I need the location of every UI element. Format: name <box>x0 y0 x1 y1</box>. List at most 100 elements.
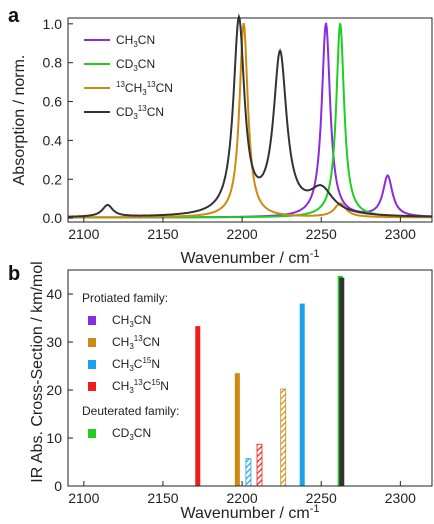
x-tick-label: 2150 <box>147 490 178 506</box>
legend-label: CH3CN <box>112 313 151 329</box>
legend-swatch <box>88 338 96 347</box>
x-tick-label: 2300 <box>385 226 416 242</box>
legend-label-part: C <box>134 357 143 371</box>
legend-label-part: 13 <box>134 378 143 387</box>
legend-label-part: 15 <box>142 356 151 365</box>
legend-swatch <box>88 382 96 391</box>
legend-swatch <box>88 360 96 369</box>
y-tick-label: 0 <box>54 478 62 494</box>
panel-b-legend: Protiated family:CH3CNCH313CNCH3C15NCH31… <box>82 291 179 442</box>
series-line-1 <box>68 23 433 219</box>
legend-label-part: 13 <box>147 80 156 89</box>
legend-label-part: CD <box>116 105 134 119</box>
x-tick-label: 2100 <box>68 490 99 506</box>
panel-a-xlabel: Wavenumber / cm-1 <box>181 248 320 267</box>
panel-a-letter: a <box>8 5 20 27</box>
legend-label-part: CN <box>138 57 155 71</box>
panel-a-xlabel-sup: -1 <box>310 248 320 260</box>
y-tick-label: 30 <box>46 334 62 350</box>
panel-b-xlabel: Wavenumber / cm-1 <box>181 503 320 522</box>
series-line-0 <box>68 22 433 219</box>
panel-b-bars <box>195 275 345 487</box>
panel-a-lines <box>67 13 433 219</box>
panel-b-ticks: 2100 2150 2200 2250 2300 0 10 20 30 40 <box>46 286 416 506</box>
bar <box>256 443 263 487</box>
legend-label-part: 13 <box>116 80 125 89</box>
legend-label-part: N <box>160 379 169 393</box>
x-tick-label: 2100 <box>68 226 99 242</box>
legend-label: CD3CN <box>112 426 151 442</box>
panel-b-ylabel: IR Abs. Cross-Section / km/mol <box>29 261 46 482</box>
legend-label-part: 3 <box>129 320 134 329</box>
panel-a-ylabel: Absorption / norm. <box>11 55 28 186</box>
legend-label-part: CD <box>116 57 134 71</box>
legend-label-part: CH <box>112 379 129 393</box>
legend-label: 13CH313CN <box>116 80 173 97</box>
legend-swatch <box>88 316 96 325</box>
y-tick-label: 0.0 <box>43 210 63 226</box>
x-tick-label: 2200 <box>227 490 258 506</box>
panel-b-xlabel-sup: -1 <box>310 503 320 515</box>
bar <box>234 373 240 486</box>
legend-label-part: CH <box>112 313 129 327</box>
x-tick-label: 2300 <box>385 490 416 506</box>
y-tick-label: 40 <box>46 286 62 302</box>
bar <box>280 388 287 487</box>
legend-label-part: CH <box>112 357 129 371</box>
panel-a-xlabel-text: Wavenumber / cm <box>181 250 310 267</box>
legend-label-part: CH <box>112 335 129 349</box>
y-tick-label: 10 <box>46 430 62 446</box>
legend-label: CH313CN <box>112 334 160 351</box>
legend-label-part: CH <box>116 33 133 47</box>
y-tick-label: 1.0 <box>43 16 63 32</box>
bar <box>339 277 345 486</box>
panel-b-frame <box>67 269 433 487</box>
legend-label: CH313C15N <box>112 378 169 395</box>
legend-label-part: CN <box>143 335 160 349</box>
legend-header-deuterated: Deuterated family: <box>82 404 179 418</box>
bar <box>195 326 201 486</box>
legend-label-part: C <box>143 379 152 393</box>
panel-a-frame <box>67 17 433 223</box>
legend-label-part: 13 <box>138 104 147 113</box>
legend-label-part: 3 <box>129 364 134 373</box>
legend-swatch <box>88 429 96 438</box>
y-tick-label: 0.8 <box>43 55 63 71</box>
legend-label-part: CN <box>134 313 151 327</box>
legend-label-part: 13 <box>134 334 143 343</box>
legend-label-part: 3 <box>133 64 138 73</box>
x-tick-label: 2250 <box>306 226 337 242</box>
bar <box>245 458 252 487</box>
legend-label-part: N <box>151 357 160 371</box>
legend-label-part: CH <box>125 81 142 95</box>
panel-a-ticks: 2100 2150 2200 2250 2300 0.0 0.2 0.4 0.6 0.8 1.0 <box>43 16 417 242</box>
legend-label: CD3CN <box>116 57 155 73</box>
legend-label: CD313CN <box>116 104 164 121</box>
legend-label: CH3C15N <box>112 356 160 373</box>
series-line-3 <box>67 13 433 218</box>
legend-label-part: 3 <box>129 386 134 395</box>
y-tick-label: 20 <box>46 382 62 398</box>
legend-label-part: 3 <box>129 342 134 351</box>
legend-label-part: CN <box>147 105 164 119</box>
panel-b-letter: b <box>8 263 20 285</box>
y-tick-label: 0.2 <box>43 171 63 187</box>
x-tick-label: 2250 <box>306 490 337 506</box>
legend-label-part: CN <box>134 426 151 440</box>
legend-label-part: 3 <box>133 40 138 49</box>
legend-label-part: 3 <box>142 88 147 97</box>
legend-label-part: CD <box>112 426 130 440</box>
y-tick-label: 0.4 <box>43 132 63 148</box>
legend-label-part: 15 <box>151 378 160 387</box>
panel-b-xlabel-text: Wavenumber / cm <box>181 505 310 522</box>
series-line-2 <box>68 23 432 219</box>
legend-header-protiated: Protiated family: <box>82 291 168 305</box>
legend-label-part: CN <box>156 81 173 95</box>
legend-label: CH3CN <box>116 33 155 49</box>
bar <box>299 303 305 486</box>
legend-label-part: 3 <box>133 112 138 121</box>
x-tick-label: 2200 <box>227 226 258 242</box>
